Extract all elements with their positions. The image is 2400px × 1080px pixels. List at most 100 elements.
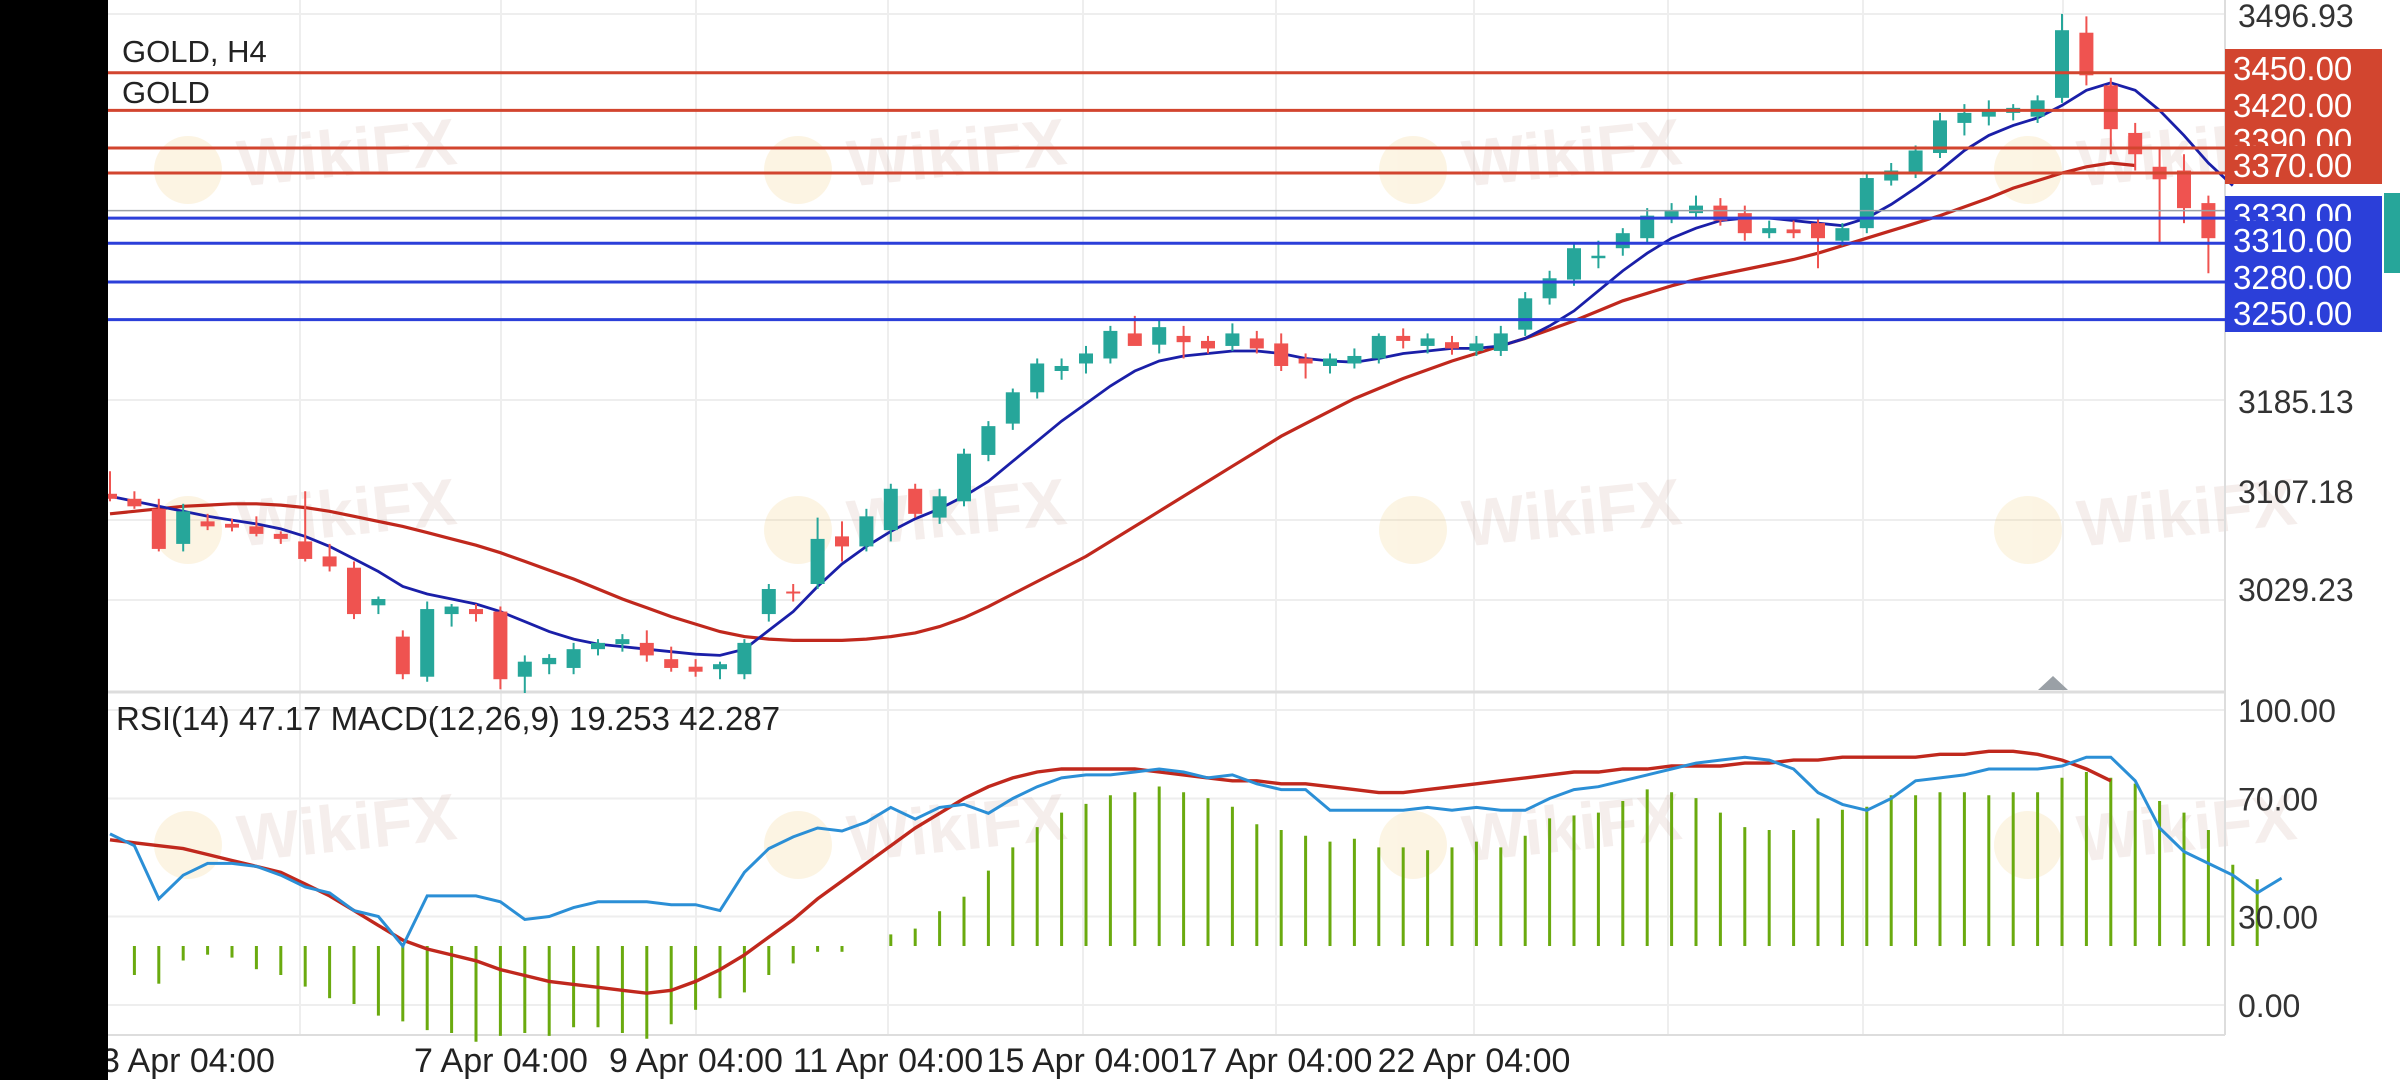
candle[interactable] — [371, 596, 386, 615]
candle[interactable] — [786, 583, 801, 602]
candle[interactable] — [639, 630, 654, 662]
candle[interactable] — [1493, 325, 1508, 356]
candle[interactable] — [1176, 325, 1191, 359]
candle[interactable] — [1567, 241, 1581, 286]
candle[interactable] — [1445, 335, 1459, 355]
candle[interactable] — [176, 503, 191, 552]
candle[interactable] — [1689, 195, 1703, 219]
candle[interactable] — [835, 521, 849, 562]
candle[interactable] — [1347, 348, 1362, 369]
candle-body — [859, 516, 874, 547]
candle[interactable] — [395, 630, 410, 680]
candle[interactable] — [542, 654, 557, 675]
candle[interactable] — [859, 508, 874, 552]
chart-area[interactable]: WikiFX WikiFX WikiFX WikiFX WikiFX WikiFX Wiki… — [108, 0, 2400, 1080]
candle[interactable] — [1201, 335, 1215, 354]
candle[interactable] — [1249, 330, 1264, 354]
candle[interactable] — [1469, 335, 1484, 356]
candle[interactable] — [1957, 104, 1972, 136]
price-level-tag-label: 3370.00 — [2233, 147, 2352, 184]
candle[interactable] — [1396, 328, 1411, 349]
candle[interactable] — [200, 513, 215, 531]
candle[interactable] — [2006, 104, 2021, 121]
candle[interactable] — [1591, 240, 1606, 269]
candle-body — [1079, 353, 1093, 364]
price-level-tag[interactable] — [2225, 146, 2382, 184]
candle[interactable] — [1859, 173, 1874, 234]
candle[interactable] — [1542, 270, 1557, 305]
candle[interactable] — [1981, 100, 1996, 126]
candle[interactable] — [664, 646, 679, 672]
candle[interactable] — [444, 604, 459, 627]
candle[interactable] — [1298, 353, 1313, 379]
candle[interactable] — [1323, 353, 1337, 374]
candle[interactable] — [322, 543, 337, 572]
candle[interactable] — [2177, 154, 2191, 224]
candle[interactable] — [1274, 333, 1289, 372]
price-level-tag[interactable] — [2225, 294, 2382, 332]
candle-body — [322, 556, 337, 567]
chart-svg[interactable]: WikiFX WikiFX WikiFX WikiFX WikiFX WikiFX Wiki… — [108, 0, 2400, 1080]
candle-body — [1689, 205, 1703, 214]
candle-body — [225, 523, 239, 528]
candle[interactable] — [1786, 220, 1801, 239]
candle-body — [2128, 132, 2143, 155]
price-level-tag-label: 3250.00 — [2233, 295, 2352, 332]
candle[interactable] — [566, 642, 581, 675]
candle[interactable] — [517, 655, 532, 694]
candle[interactable] — [1225, 323, 1240, 351]
candle[interactable] — [981, 421, 996, 462]
candle-body — [591, 642, 605, 650]
candle[interactable] — [1079, 345, 1093, 374]
candle[interactable] — [420, 601, 435, 682]
candle-body — [1908, 150, 1923, 174]
candle[interactable] — [1420, 333, 1435, 354]
candle[interactable] — [713, 661, 727, 680]
candle[interactable] — [1640, 208, 1655, 244]
candle-body — [1664, 210, 1679, 219]
candle[interactable] — [2201, 195, 2216, 274]
price-level-tag[interactable] — [2225, 49, 2382, 87]
candle-body — [1176, 335, 1191, 343]
candle[interactable] — [1664, 203, 1679, 224]
candle[interactable] — [347, 561, 361, 620]
candle-body — [108, 493, 117, 499]
candle[interactable] — [1152, 320, 1167, 354]
candle[interactable] — [127, 491, 142, 509]
candle[interactable] — [2103, 77, 2118, 155]
price-level-tag[interactable] — [2225, 86, 2382, 124]
candle[interactable] — [298, 491, 313, 562]
candle[interactable] — [1518, 292, 1533, 336]
candle[interactable] — [615, 634, 630, 652]
candle[interactable] — [1371, 333, 1386, 364]
candle[interactable] — [2055, 13, 2069, 103]
candle[interactable] — [591, 639, 605, 656]
candle[interactable] — [225, 518, 239, 532]
price-level-tag[interactable] — [2225, 221, 2382, 259]
candle[interactable] — [1030, 358, 1045, 399]
candle[interactable] — [273, 531, 288, 544]
candle-body — [176, 511, 191, 544]
candle[interactable] — [108, 471, 117, 502]
candle[interactable] — [1933, 112, 1947, 159]
scroll-arrow-icon[interactable] — [2038, 676, 2068, 690]
candle[interactable] — [151, 498, 166, 552]
candle[interactable] — [1005, 388, 1020, 430]
candle[interactable] — [249, 516, 264, 537]
candle[interactable] — [810, 517, 825, 590]
candle[interactable] — [493, 606, 508, 690]
candle[interactable] — [1762, 220, 1777, 239]
price-level-tag[interactable] — [2225, 258, 2382, 296]
candle[interactable] — [688, 659, 703, 677]
watermark-text: WikiFX — [234, 104, 460, 201]
candle[interactable] — [883, 483, 898, 542]
candle[interactable] — [2079, 16, 2094, 86]
candle[interactable] — [761, 583, 776, 622]
candle[interactable] — [1054, 358, 1069, 380]
candle[interactable] — [1103, 325, 1118, 364]
candle[interactable] — [737, 639, 752, 680]
candle[interactable] — [957, 448, 971, 507]
candle[interactable] — [469, 604, 483, 622]
candle[interactable] — [908, 483, 923, 518]
candle[interactable] — [932, 488, 947, 524]
